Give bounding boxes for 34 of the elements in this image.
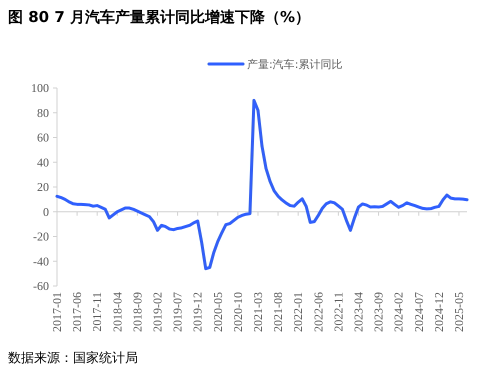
x-tick-label: 2020-05 — [210, 292, 225, 332]
x-tick-label: 2018-04 — [110, 292, 124, 332]
x-tick-label: 2017-01 — [50, 292, 64, 332]
y-tick-label: 100 — [31, 81, 49, 95]
source-note: 数据来源：国家统计局 — [8, 350, 138, 366]
y-tick-label: -60 — [33, 279, 49, 293]
x-tick-label: 2019-02 — [150, 292, 164, 332]
x-tick-label: 2017-11 — [90, 292, 104, 332]
x-tick-label: 2020-10 — [230, 292, 245, 332]
x-tick-label: 2025-05 — [452, 292, 466, 332]
y-tick-label: -40 — [33, 254, 49, 268]
x-tick-label: 2017-06 — [70, 292, 84, 332]
legend-label: 产量:汽车:累计同比 — [247, 58, 342, 71]
x-tick-label: 2019-07 — [170, 292, 185, 332]
x-tick-label: 2021-03 — [250, 292, 265, 332]
y-tick-label: -20 — [33, 230, 49, 244]
y-tick-label: 80 — [37, 106, 49, 120]
x-tick-label: 2023-09 — [372, 292, 386, 332]
y-tick-label: 20 — [37, 180, 49, 194]
x-tick-label: 2022-01 — [291, 292, 306, 332]
y-tick-label: 0 — [43, 204, 49, 219]
x-tick-label: 2022-11 — [331, 292, 346, 332]
x-tick-label: 2019-12 — [190, 292, 205, 332]
x-tick-label: 2022-06 — [311, 292, 326, 332]
x-tick-label: 2023-04 — [351, 292, 366, 332]
x-tick-label: 2024-07 — [412, 292, 426, 332]
line-series — [56, 98, 468, 270]
x-tick-label: 2021-08 — [271, 292, 286, 332]
chart-title: 图 80 7 月汽车产量累计同比增速下降（%） — [8, 8, 310, 26]
y-tick-label: 60 — [37, 130, 49, 144]
y-tick-label: 40 — [37, 155, 49, 170]
x-tick-label: 2018-09 — [130, 292, 144, 332]
x-tick-label: 2024-02 — [392, 292, 406, 332]
x-tick-label: 2024-12 — [432, 292, 446, 332]
